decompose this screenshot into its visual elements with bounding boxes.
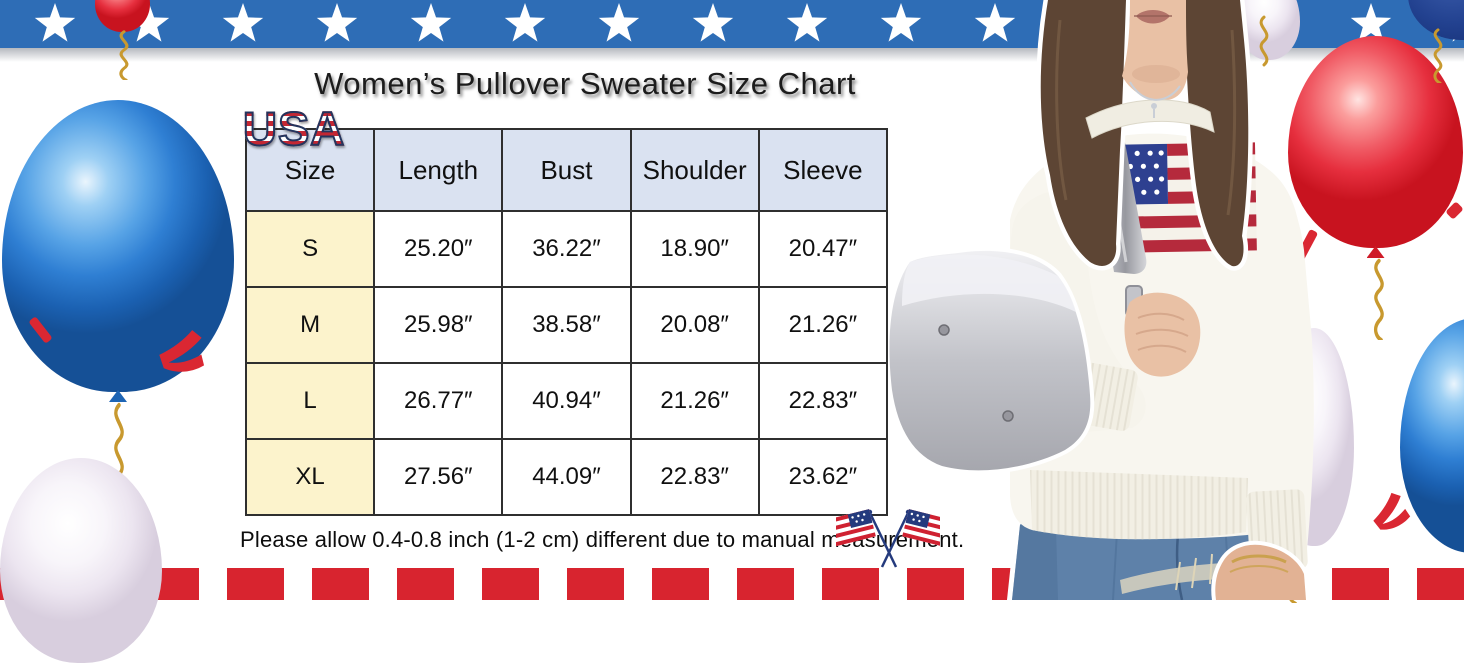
model-face	[1122, 0, 1188, 101]
column-header-length: Length	[373, 128, 504, 212]
lips	[1136, 10, 1170, 24]
balloon-red-large-icon	[1288, 36, 1463, 248]
length-value: 26.77″	[373, 362, 504, 440]
shoulder-value: 18.90″	[629, 210, 760, 288]
red-ribbon-curl-icon	[1373, 492, 1411, 530]
sleeve-value: 21.26″	[757, 286, 889, 364]
length-value: 25.20″	[373, 210, 504, 288]
shoulder-value: 21.26″	[629, 362, 760, 440]
sleeve-value: 23.62″	[757, 438, 889, 516]
length-value: 27.56″	[373, 438, 504, 516]
sleeve-value: 20.47″	[757, 210, 889, 288]
red-ribbon-curl-icon	[159, 330, 205, 372]
gold-ribbon-icon	[119, 30, 129, 80]
model-hand-bracelets	[1211, 540, 1311, 600]
crossed-us-flags-icon	[836, 509, 940, 568]
column-header-sleeve: Sleeve	[757, 128, 889, 212]
column-header-size: Size	[244, 128, 376, 212]
shoulder-bag	[885, 246, 1143, 475]
size-chart-table: Size Length Bust Shoulder Sleeve S 25.20…	[244, 128, 889, 516]
model-photo	[885, 0, 1314, 600]
usa-label: USA	[242, 101, 346, 156]
necklace	[1129, 81, 1181, 118]
column-header-bust: Bust	[501, 128, 632, 212]
model-hand	[1124, 292, 1201, 377]
bust-value: 40.94″	[501, 362, 632, 440]
bust-value: 44.09″	[501, 438, 632, 516]
gold-ribbon-icon	[1259, 15, 1269, 67]
bust-value: 38.58″	[501, 286, 632, 364]
gold-ribbon-icon	[1433, 28, 1443, 83]
size-label: M	[244, 286, 376, 364]
sweater-collar	[1085, 99, 1215, 139]
bag-snap	[1002, 410, 1014, 422]
column-header-shoulder: Shoulder	[629, 128, 760, 212]
table-row-l: L 26.77″ 40.94″ 21.26″ 22.83″	[244, 362, 889, 440]
size-label: L	[244, 362, 376, 440]
gold-string-icon	[1373, 258, 1384, 340]
table-row-xl: XL 27.56″ 44.09″ 22.83″ 23.62″	[244, 438, 889, 516]
table-row-m: M 25.98″ 38.58″ 20.08″ 21.26″	[244, 286, 889, 364]
shoulder-value: 22.83″	[629, 438, 760, 516]
sleeve-value: 22.83″	[757, 362, 889, 440]
header-row: Size Length Bust Shoulder Sleeve	[244, 128, 889, 212]
balloon-pearl-left-icon	[0, 458, 162, 663]
size-chart-banner: { "title": "Women’s Pullover Sweater Siz…	[0, 0, 1464, 600]
size-label: S	[244, 210, 376, 288]
length-value: 25.98″	[373, 286, 504, 364]
table-row-s: S 25.20″ 36.22″ 18.90″ 20.47″	[244, 210, 889, 288]
bust-value: 36.22″	[501, 210, 632, 288]
shoulder-value: 20.08″	[629, 286, 760, 364]
bag-snap	[938, 324, 950, 336]
page-title: Women’s Pullover Sweater Size Chart	[314, 66, 856, 101]
size-label: XL	[244, 438, 376, 516]
